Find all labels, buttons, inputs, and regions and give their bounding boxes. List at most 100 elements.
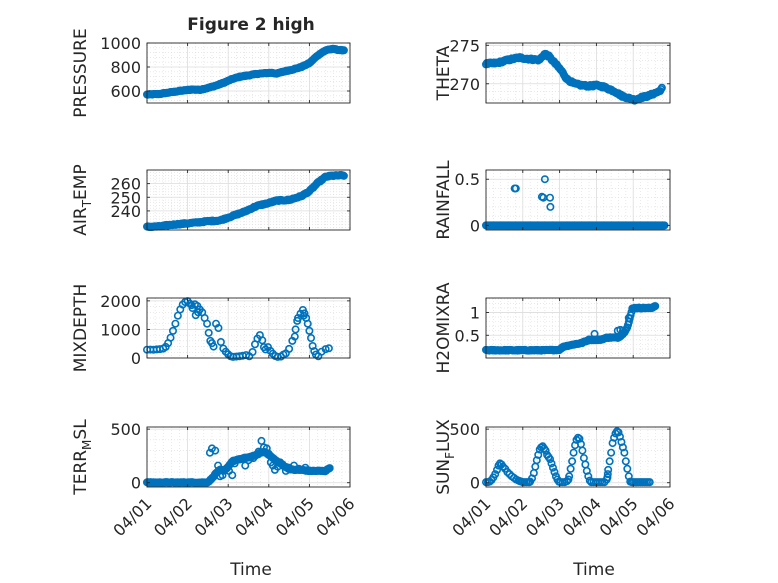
data-point bbox=[264, 449, 273, 458]
data-point bbox=[511, 184, 520, 193]
data-point bbox=[525, 478, 534, 487]
data-point bbox=[254, 447, 263, 456]
data-point bbox=[325, 464, 334, 473]
data-point bbox=[191, 311, 200, 320]
data-point bbox=[211, 446, 220, 455]
panel-h2omixra: 0.5 1 H2OMIXRA bbox=[434, 282, 671, 374]
y-axis-label-main: SUN bbox=[434, 459, 454, 495]
data-point bbox=[624, 313, 633, 322]
data-point bbox=[214, 461, 223, 470]
y-tick-label: 600 bbox=[110, 82, 141, 101]
data-point bbox=[568, 457, 577, 466]
y-tick-label: 270 bbox=[449, 75, 480, 94]
data-point bbox=[216, 337, 225, 346]
series-markers bbox=[143, 297, 333, 361]
data-point bbox=[249, 454, 258, 463]
series-markers bbox=[482, 427, 654, 487]
data-point bbox=[218, 471, 227, 480]
data-point bbox=[569, 448, 578, 457]
series-markers bbox=[482, 175, 669, 230]
data-point bbox=[546, 193, 555, 202]
y-tick-label: 275 bbox=[449, 36, 480, 55]
data-point bbox=[308, 341, 317, 350]
data-point bbox=[614, 428, 623, 437]
y-tick-label: 1000 bbox=[100, 34, 141, 53]
y-tick-label: 1000 bbox=[100, 320, 141, 339]
data-point bbox=[324, 344, 333, 353]
y-axis-label: MIXDEPTH bbox=[71, 284, 91, 373]
data-point bbox=[498, 462, 507, 471]
data-point bbox=[168, 326, 177, 335]
y-axis-label: H2OMIXRA bbox=[434, 282, 454, 373]
data-point bbox=[230, 459, 239, 468]
y-tick-label: 500 bbox=[449, 420, 480, 439]
data-point bbox=[605, 457, 614, 466]
data-point bbox=[578, 446, 587, 455]
y-axis-label-tail: LUX bbox=[434, 419, 454, 452]
y-axis-label-main: TERR bbox=[71, 450, 91, 496]
y-axis-label: THETA bbox=[434, 45, 454, 101]
data-point bbox=[203, 319, 212, 328]
y-axis-label-main: MIXDEPTH bbox=[71, 284, 91, 373]
axes-box bbox=[485, 42, 671, 104]
data-point bbox=[546, 455, 555, 464]
data-point bbox=[548, 463, 557, 472]
y-axis-label: SUNFLUX bbox=[434, 419, 457, 495]
y-axis-label-subscript: T bbox=[80, 199, 94, 208]
data-point bbox=[547, 459, 556, 468]
data-point bbox=[621, 457, 630, 466]
y-axis-label-main: AIR bbox=[71, 207, 91, 236]
axes-box bbox=[146, 169, 351, 231]
y-axis-label-subscript: F bbox=[443, 452, 457, 459]
data-point bbox=[171, 319, 180, 328]
data-point bbox=[603, 470, 612, 479]
data-point bbox=[550, 467, 559, 476]
data-point bbox=[623, 464, 632, 473]
data-point bbox=[564, 475, 573, 484]
data-point bbox=[540, 175, 549, 184]
data-point bbox=[285, 344, 294, 353]
y-tick-label: 240 bbox=[110, 202, 141, 221]
data-point bbox=[209, 342, 218, 351]
y-axis-label-tail: EMP bbox=[71, 164, 91, 200]
data-point bbox=[645, 478, 654, 487]
axes-box bbox=[146, 42, 351, 104]
y-tick-label: 1 bbox=[470, 304, 480, 323]
y-tick-label: 500 bbox=[110, 420, 141, 439]
figure-title: Figure 2 high bbox=[187, 15, 315, 35]
y-tick-label: 0 bbox=[470, 474, 480, 493]
y-axis-label: RAINFALL bbox=[434, 160, 454, 240]
data-point bbox=[651, 302, 660, 311]
data-point bbox=[166, 333, 175, 342]
data-point bbox=[339, 46, 348, 55]
data-point bbox=[657, 83, 666, 92]
data-point bbox=[607, 448, 616, 457]
data-point bbox=[493, 465, 502, 474]
data-point bbox=[235, 455, 244, 464]
axes-box bbox=[485, 169, 671, 231]
series-markers bbox=[143, 44, 348, 99]
series-markers bbox=[143, 171, 348, 232]
data-point bbox=[620, 448, 629, 457]
y-axis-label: TERRMSL bbox=[71, 419, 94, 496]
data-point bbox=[204, 328, 213, 337]
data-point bbox=[268, 461, 277, 470]
y-tick-label: 0.5 bbox=[455, 170, 480, 189]
data-point bbox=[566, 464, 575, 473]
y-axis-label-tail: SL bbox=[71, 419, 91, 440]
data-point bbox=[303, 319, 312, 328]
axes-box bbox=[485, 426, 671, 488]
y-tick-label: 250 bbox=[110, 188, 141, 207]
data-point bbox=[503, 467, 512, 476]
plot-area bbox=[486, 170, 670, 230]
series-markers bbox=[482, 49, 666, 105]
data-point bbox=[590, 329, 599, 338]
axes-box bbox=[146, 297, 351, 359]
y-tick-label: 800 bbox=[110, 58, 141, 77]
series-markers bbox=[143, 436, 334, 487]
data-point bbox=[293, 316, 302, 325]
y-axis-label: AIRTEMP bbox=[71, 164, 94, 235]
y-tick-label: 2000 bbox=[100, 292, 141, 311]
